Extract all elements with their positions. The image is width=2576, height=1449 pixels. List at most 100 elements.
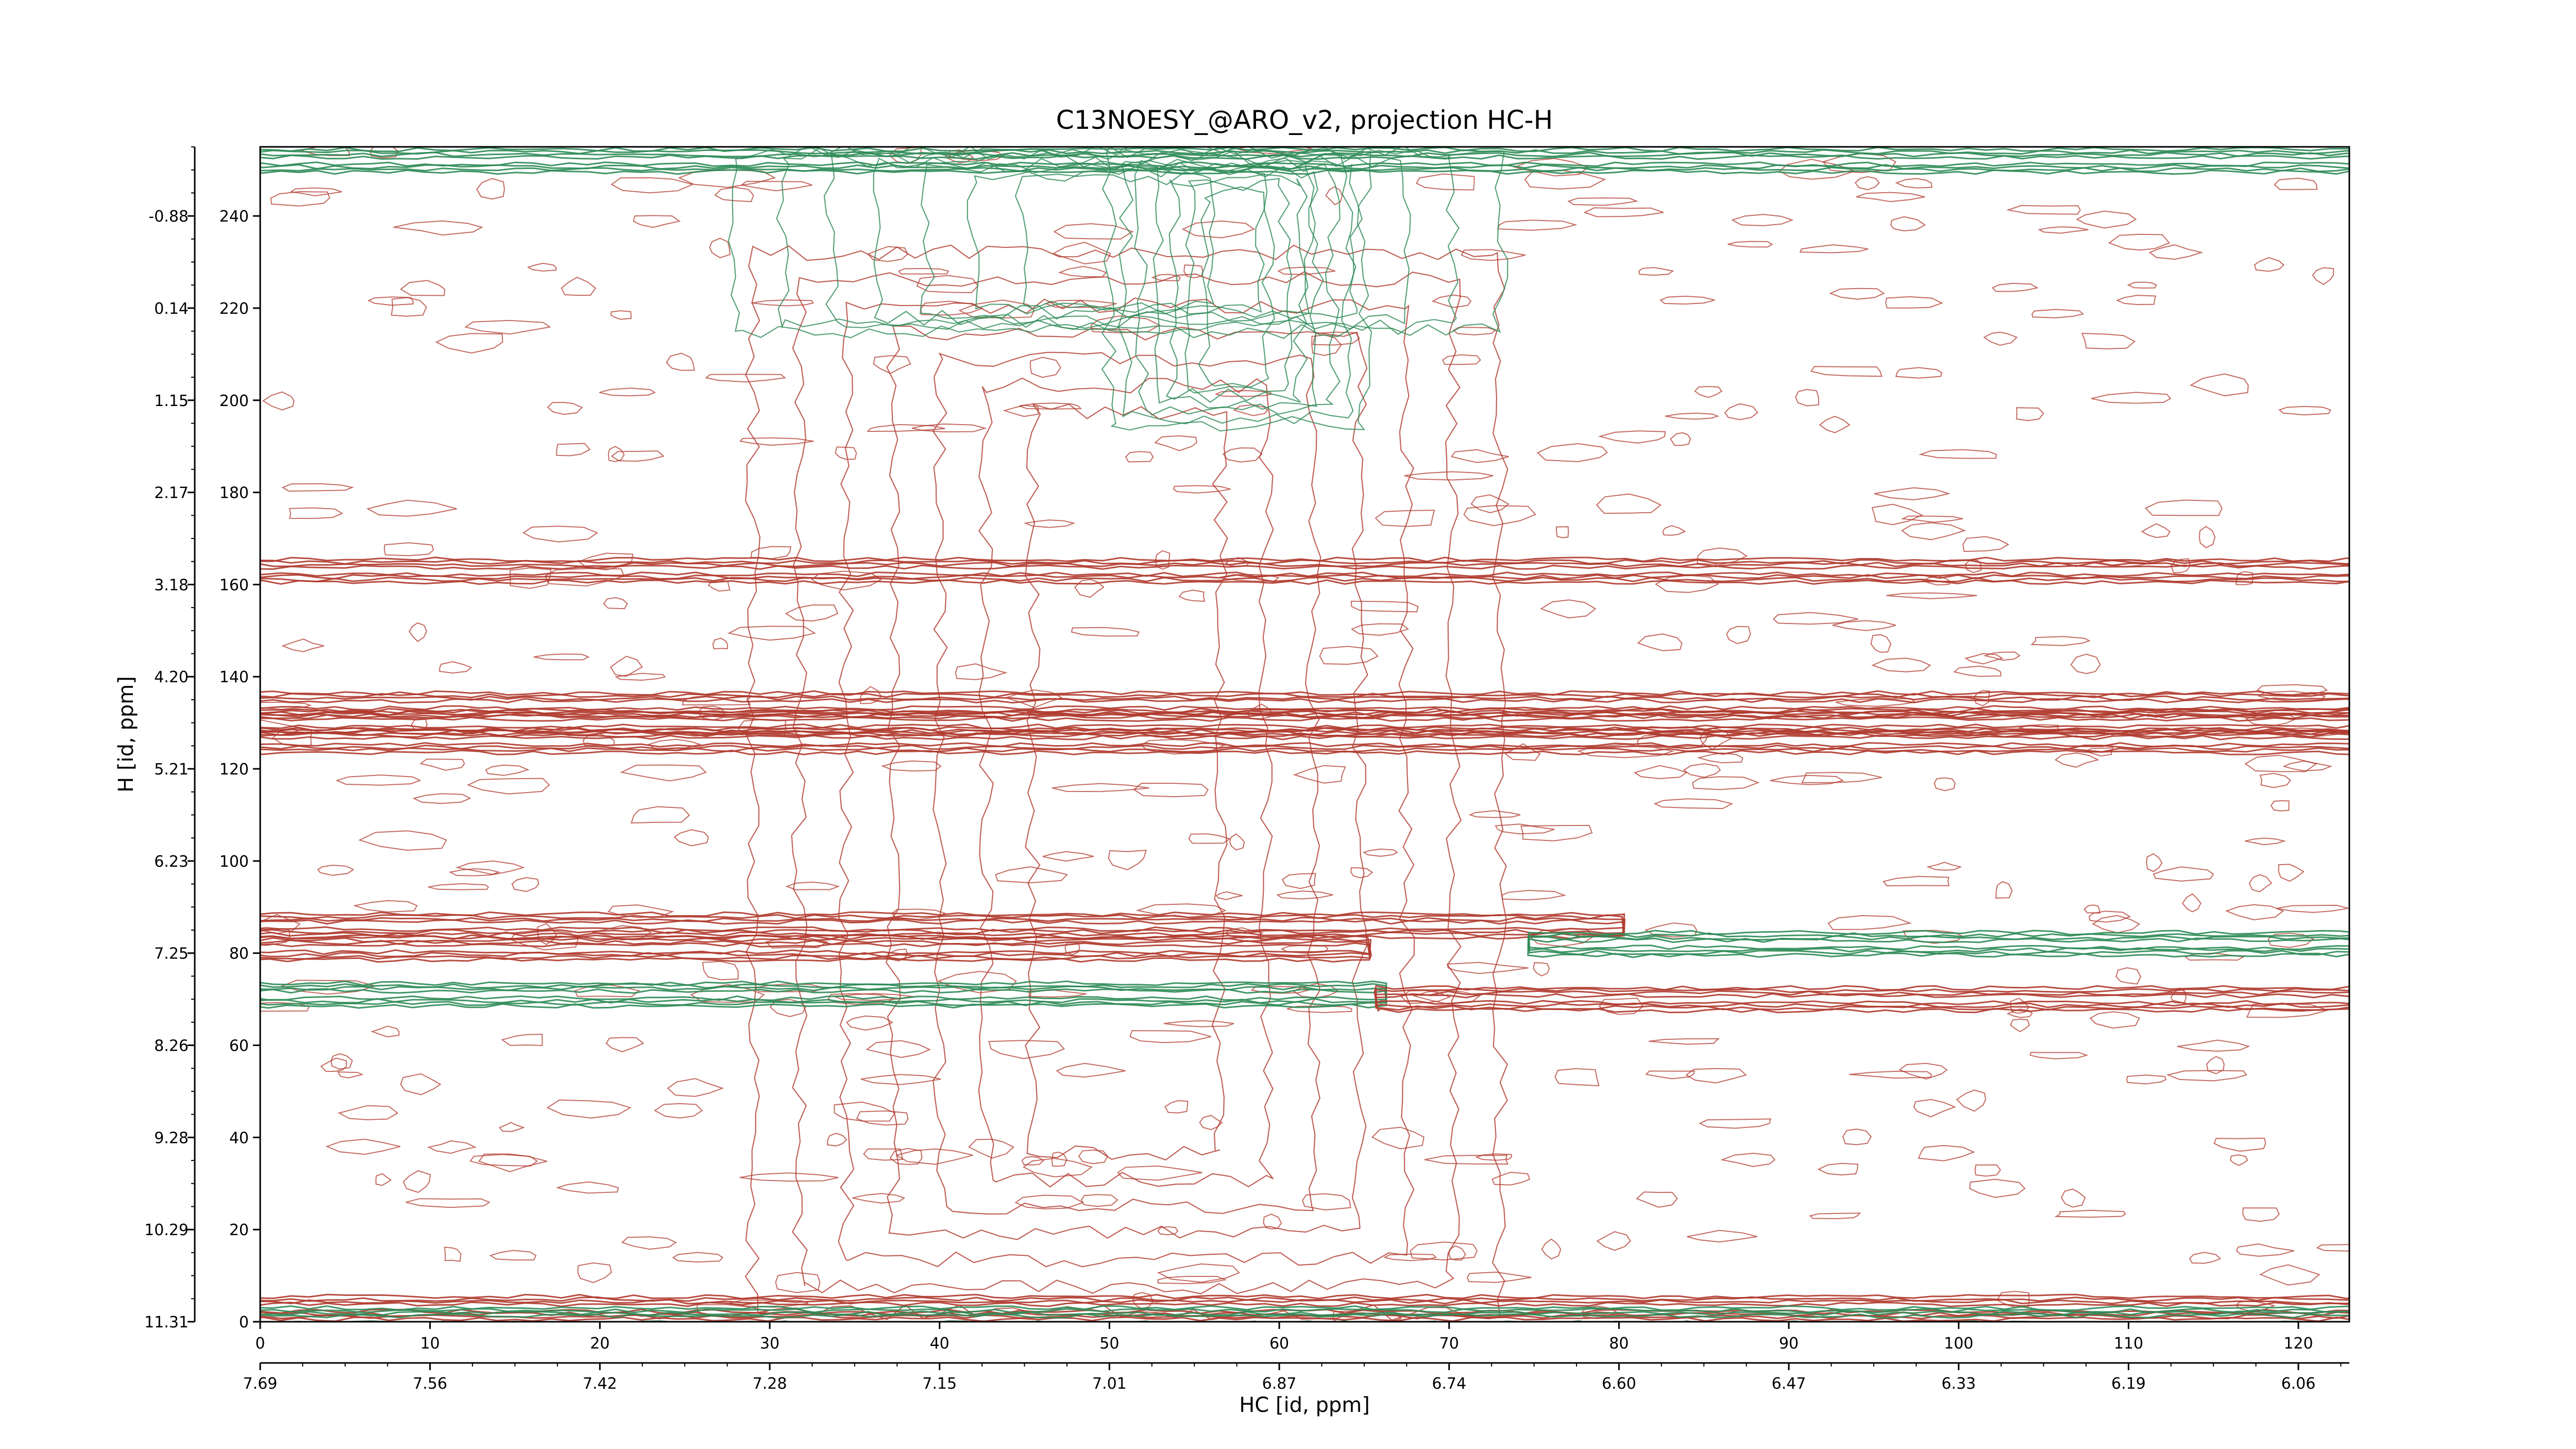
noise-contour [527,262,557,272]
noise-contour [2225,904,2284,921]
y-tick-label: 220 [219,300,249,318]
noise-contour [1400,990,1451,1004]
noise-contour [2006,205,2081,215]
noise-contour [1901,515,1963,523]
noise-contour [615,672,666,681]
noise-contour [1466,1271,1532,1283]
noise-contour [2242,1207,2280,1222]
noise-contour [1636,1191,1678,1208]
x2-tick-label: 6.47 [1772,1375,1806,1393]
noise-contour [968,1138,1014,1159]
noise-contour [1117,1165,1202,1181]
noise-contour [834,1101,896,1122]
noise-contour [1214,390,1273,397]
noise-contour [911,423,987,433]
noise-contour [546,1099,632,1119]
noise-contour [2267,933,2315,948]
noise-contour [1416,173,1475,191]
noise-contour [1293,765,1346,784]
ridge-contour [260,698,2349,711]
noise-contour [1596,493,1662,514]
noise-contour [1567,197,1639,206]
noise-contour [1461,249,1526,261]
noise-contour [1599,998,1644,1015]
noise-contour [1964,653,2004,665]
y-tick-label: 180 [219,484,249,502]
noise-contour [412,793,471,804]
x-tick-label: 70 [1439,1335,1459,1353]
noise-contour [1108,850,1147,870]
noise-contour [2144,499,2223,516]
noise-contour [1014,1194,1084,1210]
noise-contour [1720,1153,1776,1167]
noise-contour [1536,443,1608,462]
noise-contour [1325,186,1343,206]
noise-contour [1995,881,2013,899]
y2-tick-label: 0.14 [154,300,189,318]
noise-contour [2189,1252,2222,1264]
noise-contour [620,764,707,782]
noise-contour [1964,559,1982,574]
noise-contour [1277,266,1336,275]
region-contour [932,351,1321,1215]
noise-contour [1056,1063,1126,1078]
noise-contour [633,215,681,228]
ridge-contour [260,559,2349,583]
noise-contour [835,446,857,460]
y-tick-label: 200 [219,392,249,410]
x2-tick-label: 6.19 [2111,1375,2146,1393]
y-tick-label: 120 [219,761,249,779]
noise-contour [289,507,344,519]
noise-contour [1173,485,1231,494]
noise-contour [873,355,911,374]
ridge-contour [260,714,2349,732]
noise-contour [2259,1264,2320,1286]
noise-contour [1934,777,1956,791]
noise-contour [1731,214,1794,227]
ridge-contour [260,734,2349,748]
noise-contour [1969,1178,2026,1198]
noise-contour [1074,579,1105,598]
noise-contour [1450,449,1509,463]
noise-contour [281,483,354,492]
noise-contour [574,983,640,998]
noise-contour [260,701,312,710]
ridge-contour [260,729,2349,753]
noise-contour [501,1034,543,1046]
noise-contour [1817,1162,1858,1176]
noise-contour [603,597,628,610]
noise-contour [610,310,632,320]
noise-contour [852,1193,906,1204]
noise-contour [1071,627,1140,637]
noise-contour [1178,589,1206,602]
noise-contour [750,546,792,560]
noise-contour [880,760,942,772]
noise-contour [485,764,530,776]
noise-contour [317,865,354,876]
noise-contour [419,759,465,771]
noise-contour [2070,653,2101,675]
noise-contour [1653,798,1734,810]
noise-contour [366,499,457,517]
noise-contour [1899,1063,1948,1080]
ridge-contour [260,1293,2349,1322]
y-tick-label: 80 [229,945,249,963]
noise-contour [464,319,551,335]
noise-contour [1078,1149,1109,1165]
noise-contour [1886,592,1977,599]
noise-contour [1827,915,1912,930]
noise-contour [561,276,597,296]
noise-contour [533,653,590,661]
noise-contour [280,980,377,995]
noise-contour [2126,1074,2167,1085]
noise-contour [439,661,472,674]
noise-contour [1829,288,1885,300]
noise-contour [2282,760,2333,771]
noise-contour [1637,633,1683,651]
noise-contour [1222,447,1263,463]
noise-contour [666,352,695,371]
noise-contour [1926,862,1962,871]
ridge-contour [260,557,2349,585]
y2-tick-label: -0.88 [148,208,189,226]
